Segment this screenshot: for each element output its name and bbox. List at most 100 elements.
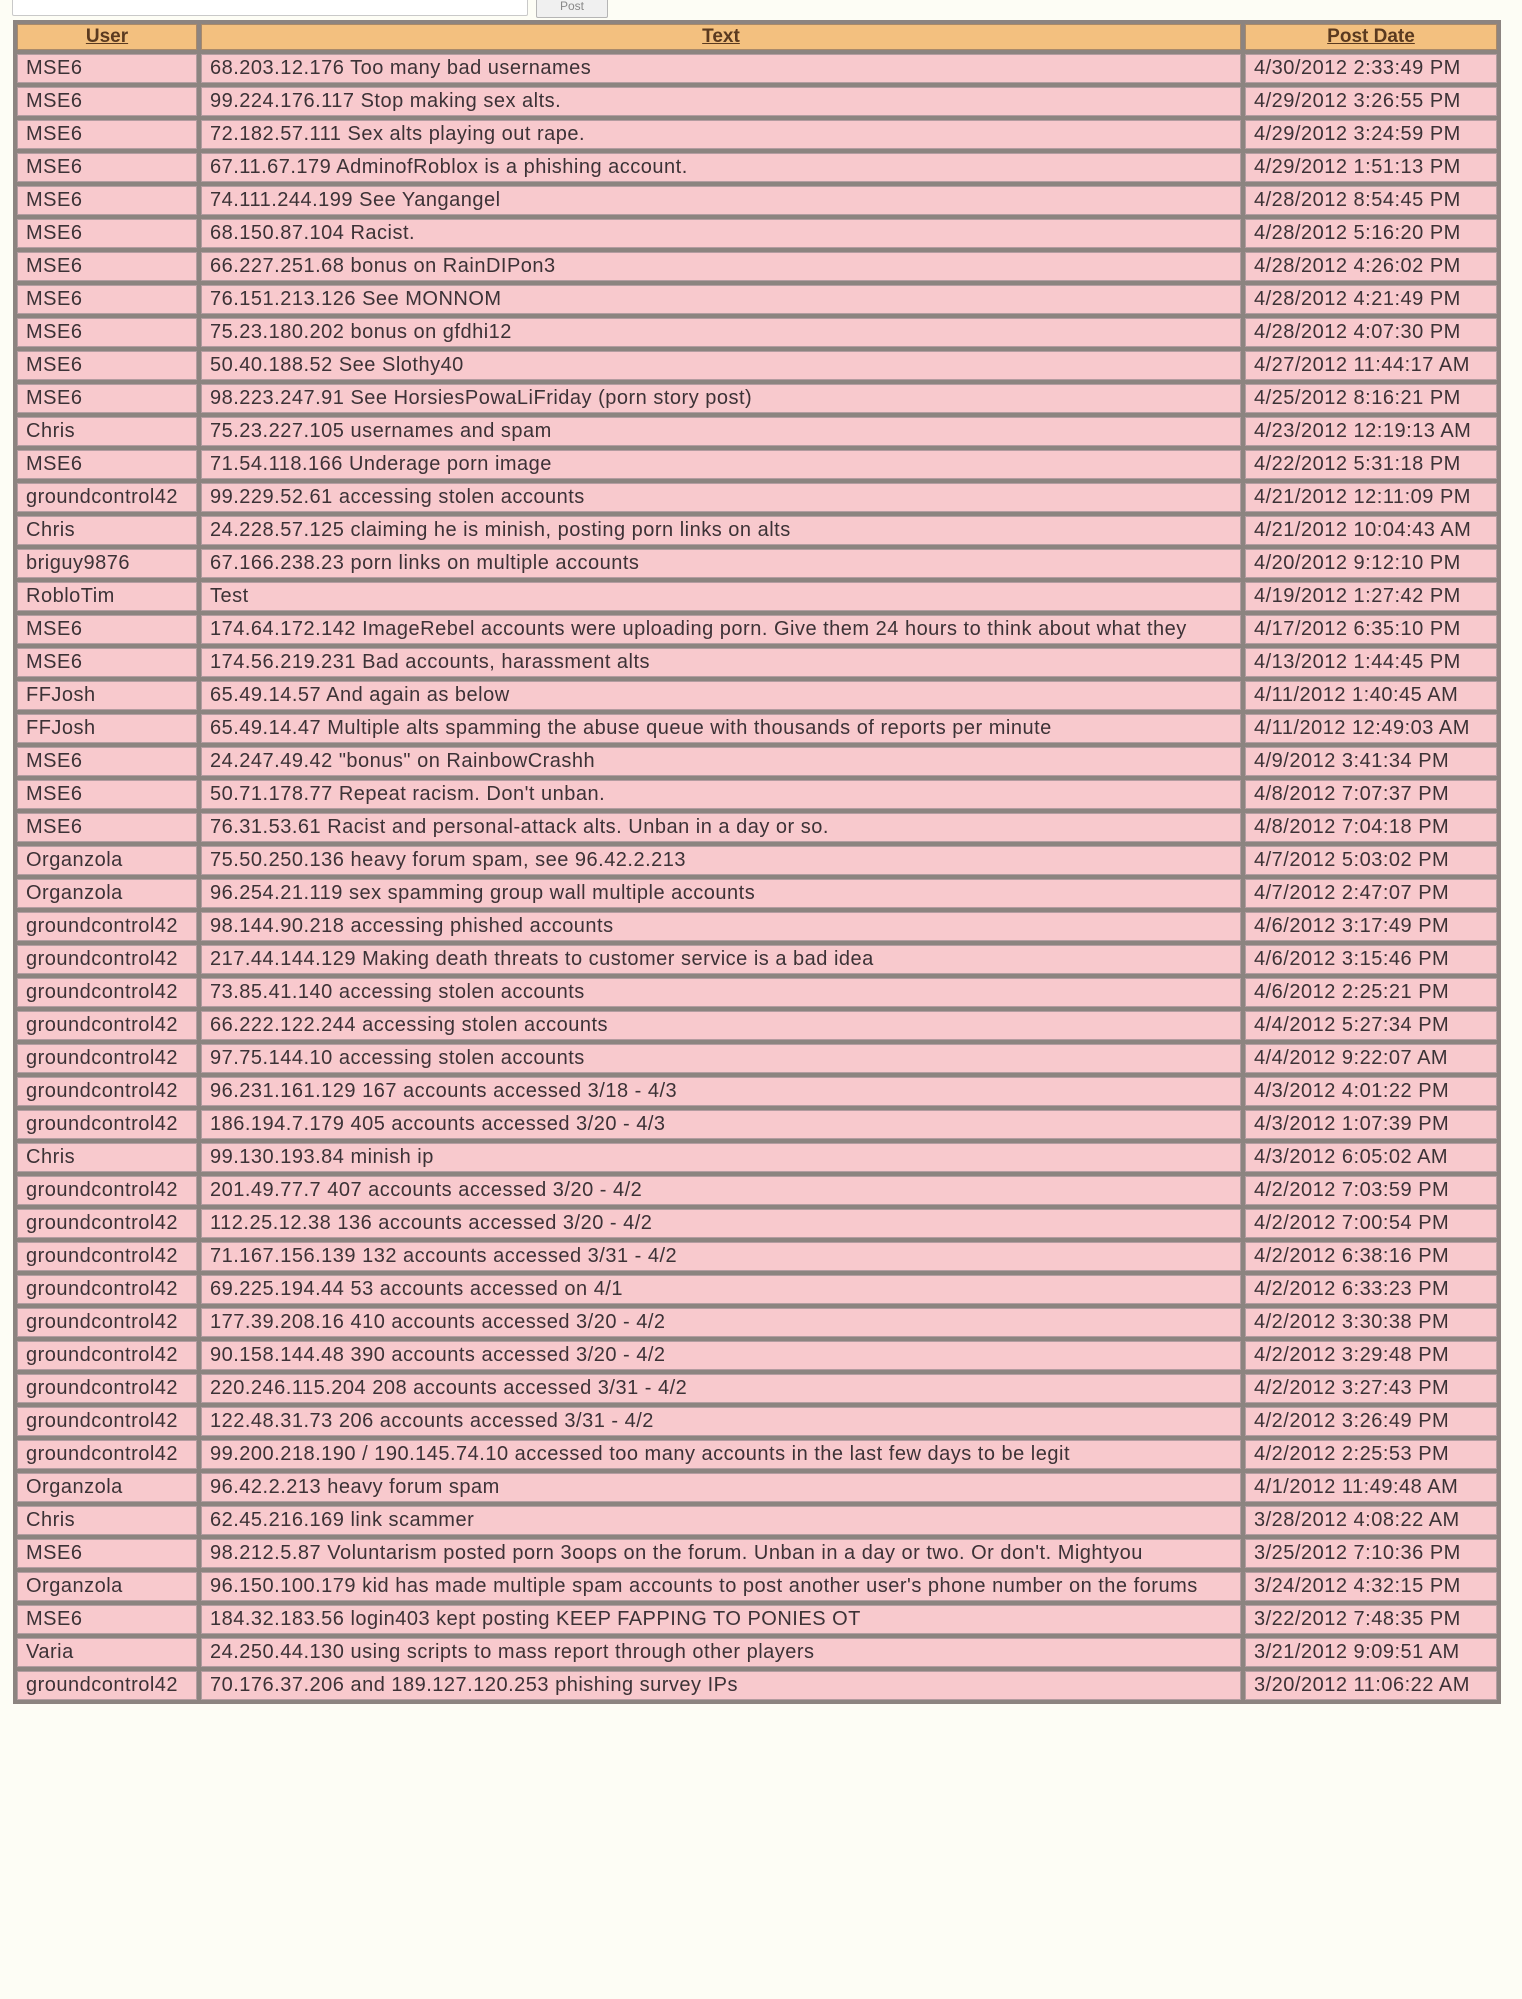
cell-text: 96.254.21.119 sex spamming group wall mu… — [201, 879, 1241, 908]
cell-text: 75.50.250.136 heavy forum spam, see 96.4… — [201, 846, 1241, 875]
cell-user: FFJosh — [17, 681, 197, 710]
cell-text: 174.56.219.231 Bad accounts, harassment … — [201, 648, 1241, 677]
cell-text: 76.151.213.126 See MONNOM — [201, 285, 1241, 314]
cell-post-date: 4/28/2012 4:07:30 PM — [1245, 318, 1497, 347]
table-row: FFJosh 65.49.14.47 Multiple alts spamming… — [17, 714, 1497, 743]
cell-user: groundcontrol42 — [17, 1242, 197, 1271]
post-date-text: 4/2/2012 7:00:54 PM — [1254, 1212, 1450, 1234]
cell-user: Organzola — [17, 879, 197, 908]
cell-user: Varia — [17, 1638, 197, 1667]
cell-post-date: 4/8/2012 7:04:18 PM — [1245, 813, 1497, 842]
cell-user: briguy9876 — [17, 549, 197, 578]
table-row: groundcontrol42 66.222.122.244 accessing … — [17, 1011, 1497, 1040]
post-date-text: 4/2/2012 3:27:43 PM — [1254, 1377, 1450, 1399]
table-row: groundcontrol42 69.225.194.44 53 accounts… — [17, 1275, 1497, 1304]
table-row: groundcontrol42 70.176.37.206 and 189.127… — [17, 1671, 1497, 1700]
post-date-text: 4/29/2012 3:24:59 PM — [1254, 123, 1461, 145]
post-date-text: 4/9/2012 3:41:34 PM — [1254, 750, 1450, 772]
cell-text: 66.222.122.244 accessing stolen accounts — [201, 1011, 1241, 1040]
cell-text: 71.167.156.139 132 accounts accessed 3/3… — [201, 1242, 1241, 1271]
cell-text: 68.203.12.176 Too many bad usernames — [201, 54, 1241, 83]
cell-user: MSE6 — [17, 615, 197, 644]
cell-post-date: 4/4/2012 5:27:34 PM — [1245, 1011, 1497, 1040]
cell-text: 75.23.227.105 usernames and spam — [201, 417, 1241, 446]
post-date-text: 4/8/2012 7:07:37 PM — [1254, 783, 1450, 805]
cell-user: MSE6 — [17, 648, 197, 677]
cell-text: 62.45.216.169 link scammer — [201, 1506, 1241, 1535]
cell-post-date: 4/19/2012 1:27:42 PM — [1245, 582, 1497, 611]
cell-post-date: 4/28/2012 4:21:49 PM — [1245, 285, 1497, 314]
post-date-text: 4/4/2012 9:22:07 AM — [1254, 1047, 1449, 1069]
post-date-text: 4/27/2012 11:44:17 AM — [1254, 354, 1470, 376]
cell-user: groundcontrol42 — [17, 1176, 197, 1205]
header-text[interactable]: Text — [201, 24, 1241, 50]
cell-post-date: 4/20/2012 9:12:10 PM — [1245, 549, 1497, 578]
table-row: groundcontrol42 96.231.161.129 167 accoun… — [17, 1077, 1497, 1106]
cell-text: 99.229.52.61 accessing stolen accounts — [201, 483, 1241, 512]
header-user[interactable]: User — [17, 24, 197, 50]
cell-user: MSE6 — [17, 1539, 197, 1568]
table-row: MSE6 67.11.67.179 AdminofRoblox is a phis… — [17, 153, 1497, 182]
cell-user: MSE6 — [17, 450, 197, 479]
post-date-text: 4/17/2012 6:35:10 PM — [1254, 618, 1461, 640]
cell-post-date: 4/2/2012 6:33:23 PM — [1245, 1275, 1497, 1304]
cell-text: 67.166.238.23 porn links on multiple acc… — [201, 549, 1241, 578]
post-date-text: 4/21/2012 12:11:09 PM — [1254, 486, 1471, 508]
table-row: Organzola 75.50.250.136 heavy forum spam,… — [17, 846, 1497, 875]
table-row: MSE6 174.56.219.231 Bad accounts, harassm… — [17, 648, 1497, 677]
post-date-text: 4/2/2012 7:03:59 PM — [1254, 1179, 1450, 1201]
post-date-text: 4/21/2012 10:04:43 AM — [1254, 519, 1472, 541]
table-row: Chris 24.228.57.125 claiming he is minish… — [17, 516, 1497, 545]
table-row: MSE6 76.31.53.61 Racist and personal-atta… — [17, 813, 1497, 842]
cell-text: 174.64.172.142 ImageRebel accounts were … — [201, 615, 1241, 644]
header-post-date[interactable]: Post Date — [1245, 24, 1497, 50]
table-row: groundcontrol42 217.44.144.129 Making dea… — [17, 945, 1497, 974]
table-row: Organzola 96.42.2.213 heavy forum spam 4/1… — [17, 1473, 1497, 1502]
post-date-text: 4/29/2012 1:51:13 PM — [1254, 156, 1461, 178]
post-date-text: 4/2/2012 3:29:48 PM — [1254, 1344, 1450, 1366]
table-row: Organzola 96.150.100.179 kid has made mul… — [17, 1572, 1497, 1601]
table-row: Chris 62.45.216.169 link scammer 3/28/2012… — [17, 1506, 1497, 1535]
post-date-text: 4/6/2012 3:15:46 PM — [1254, 948, 1450, 970]
post-text-input[interactable] — [12, 0, 528, 16]
cell-user: groundcontrol42 — [17, 1671, 197, 1700]
table-row: FFJosh 65.49.14.57 And again as below 4/11… — [17, 681, 1497, 710]
post-date-text: 4/28/2012 4:21:49 PM — [1254, 288, 1461, 310]
cell-post-date: 4/30/2012 2:33:49 PM — [1245, 54, 1497, 83]
cell-user: groundcontrol42 — [17, 1011, 197, 1040]
cell-user: Organzola — [17, 846, 197, 875]
cell-user: groundcontrol42 — [17, 1275, 197, 1304]
cell-post-date: 4/2/2012 6:38:16 PM — [1245, 1242, 1497, 1271]
cell-text: 96.42.2.213 heavy forum spam — [201, 1473, 1241, 1502]
cell-post-date: 4/25/2012 8:16:21 PM — [1245, 384, 1497, 413]
table-row: MSE6 99.224.176.117 Stop making sex alts.… — [17, 87, 1497, 116]
cell-text: 74.111.244.199 See Yangangel — [201, 186, 1241, 215]
cell-post-date: 3/22/2012 7:48:35 PM — [1245, 1605, 1497, 1634]
cell-text: 177.39.208.16 410 accounts accessed 3/20… — [201, 1308, 1241, 1337]
cell-post-date: 4/11/2012 1:40:45 AM — [1245, 681, 1497, 710]
cell-post-date: 4/9/2012 3:41:34 PM — [1245, 747, 1497, 776]
cell-user: Chris — [17, 1143, 197, 1172]
table-row: RobloTim Test 4/19/2012 1:27:42 PM — [17, 582, 1497, 611]
cell-text: 24.228.57.125 claiming he is minish, pos… — [201, 516, 1241, 545]
cell-user: MSE6 — [17, 318, 197, 347]
cell-text: 99.130.193.84 minish ip — [201, 1143, 1241, 1172]
cell-text: 72.182.57.111 Sex alts playing out rape. — [201, 120, 1241, 149]
cell-post-date: 4/1/2012 11:49:48 AM — [1245, 1473, 1497, 1502]
cell-post-date: 4/11/2012 12:49:03 AM — [1245, 714, 1497, 743]
cell-text: 112.25.12.38 136 accounts accessed 3/20 … — [201, 1209, 1241, 1238]
cell-user: MSE6 — [17, 153, 197, 182]
table-row: MSE6 72.182.57.111 Sex alts playing out r… — [17, 120, 1497, 149]
table-header-row: User Text Post Date — [17, 24, 1497, 50]
cell-post-date: 4/23/2012 12:19:13 AM — [1245, 417, 1497, 446]
post-date-text: 4/11/2012 1:40:45 AM — [1254, 684, 1459, 706]
cell-text: 24.250.44.130 using scripts to mass repo… — [201, 1638, 1241, 1667]
cell-user: Organzola — [17, 1572, 197, 1601]
post-date-text: 4/7/2012 5:03:02 PM — [1254, 849, 1450, 871]
cell-user: groundcontrol42 — [17, 1209, 197, 1238]
table-row: MSE6 68.150.87.104 Racist. 4/28/2012 5:16:… — [17, 219, 1497, 248]
table-row: groundcontrol42 122.48.31.73 206 accounts… — [17, 1407, 1497, 1436]
cell-post-date: 4/2/2012 3:29:48 PM — [1245, 1341, 1497, 1370]
cell-text: 65.49.14.57 And again as below — [201, 681, 1241, 710]
post-button[interactable]: Post — [536, 0, 608, 18]
